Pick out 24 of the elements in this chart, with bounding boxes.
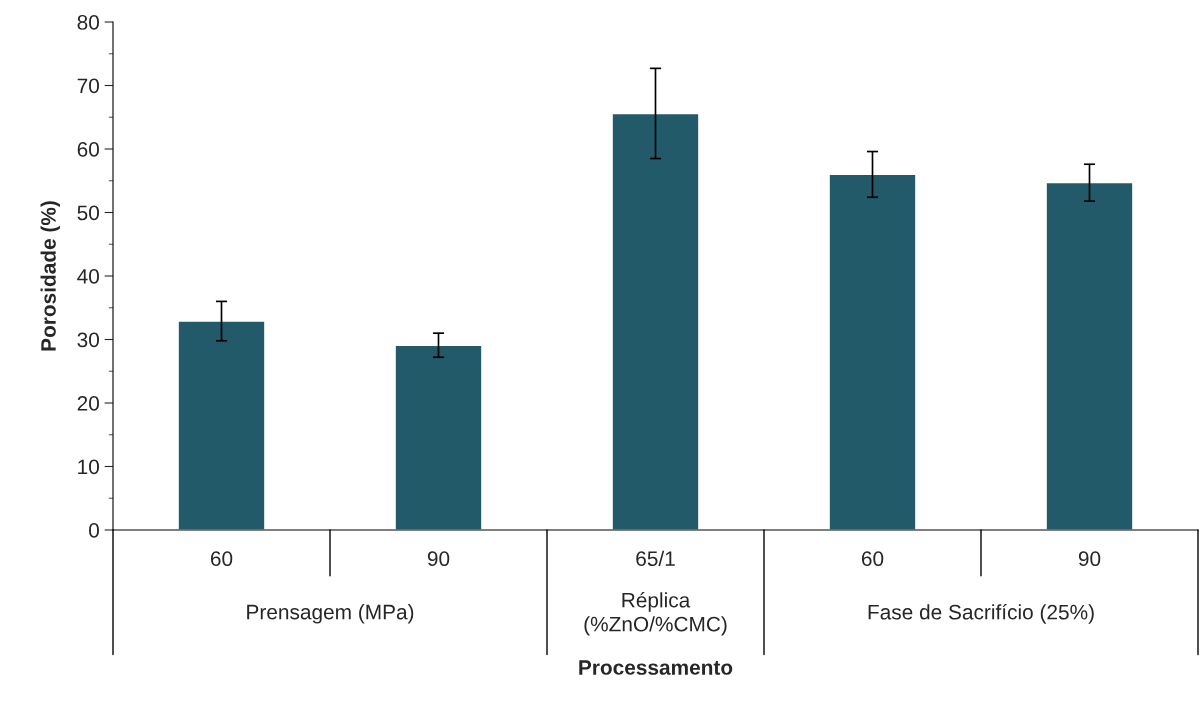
- y-tick-label: 60: [77, 142, 99, 157]
- y-tick-label: 30: [77, 332, 99, 348]
- text: Prensagem (MPa): [247, 604, 414, 624]
- x-tick-label: 60: [861, 551, 884, 567]
- y-tick-label: 70: [77, 78, 99, 94]
- bar: [828, 173, 917, 530]
- bar: [177, 320, 266, 530]
- y-tick-label: 10: [78, 459, 99, 475]
- x-tick-label: 60: [210, 551, 233, 567]
- bar: [611, 112, 700, 530]
- x-axis-title: Processamento: [579, 660, 733, 675]
- bar: [1045, 181, 1134, 530]
- y-tick-label: 50: [77, 205, 99, 221]
- x-tick-label: 65/1: [636, 550, 675, 567]
- y-tick-label: 0: [89, 523, 99, 538]
- text: Fase de Sacrifício (25%): [868, 603, 1094, 624]
- y-tick-label: 80: [77, 15, 99, 30]
- y-axis-title: Porosidade (%): [40, 201, 60, 351]
- y-tick-label: 40: [77, 269, 99, 284]
- x-tick-label: 90: [1078, 551, 1101, 567]
- y-tick-label: 20: [77, 396, 99, 411]
- bar: [394, 344, 483, 530]
- text: Réplica (%ZnO/%CMC): [584, 592, 727, 636]
- x-tick-label: 90: [427, 551, 450, 567]
